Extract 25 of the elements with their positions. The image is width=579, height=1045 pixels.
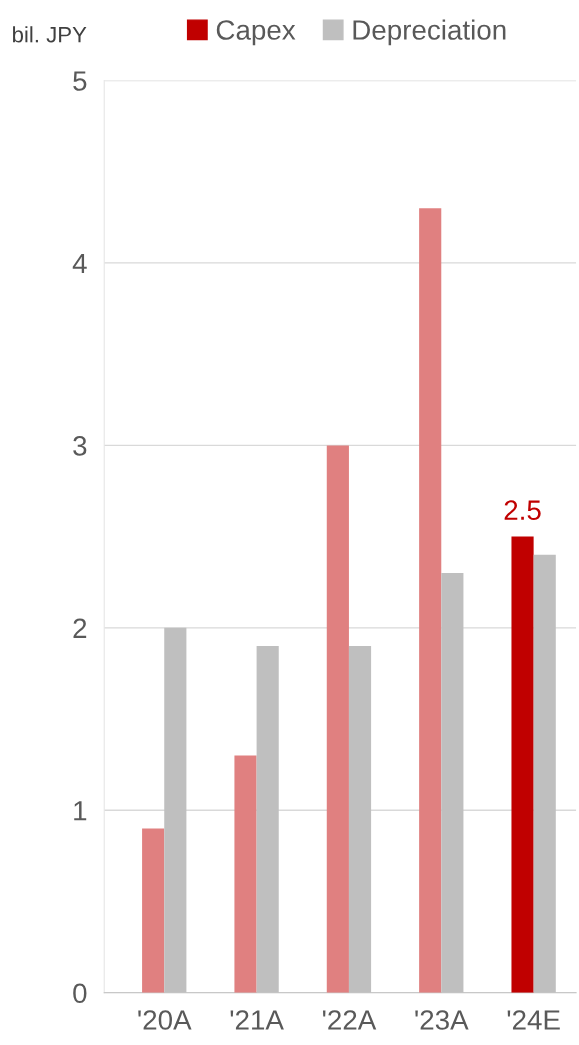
x-tick-label: '24E <box>507 1010 560 1030</box>
bar <box>142 828 165 993</box>
bar <box>256 646 279 993</box>
legend-label: Depreciation <box>353 19 506 46</box>
y-tick-label: 3 <box>73 436 87 456</box>
bar <box>441 573 464 993</box>
y-tick-label: 4 <box>72 253 87 273</box>
y-axis-title: bil. JPY <box>13 26 87 43</box>
bar <box>348 646 372 993</box>
bar <box>326 445 349 993</box>
y-tick-label: 0 <box>73 983 87 1004</box>
y-tick-label: 1 <box>74 801 87 821</box>
bar <box>234 755 257 993</box>
y-tick-label: 5 <box>73 71 87 91</box>
data-label: 2.5 <box>504 500 541 521</box>
bar <box>511 536 534 993</box>
bar <box>419 208 442 993</box>
x-tick-label: '23A <box>415 1010 469 1030</box>
x-tick-label: '22A <box>322 1010 377 1030</box>
x-tick-label: '21A <box>230 1010 284 1030</box>
legend-label: Capex <box>216 20 296 46</box>
bar <box>164 627 187 993</box>
bar <box>533 554 556 993</box>
x-tick-label: '20A <box>138 1010 192 1030</box>
y-tick-label: 2 <box>73 618 87 638</box>
